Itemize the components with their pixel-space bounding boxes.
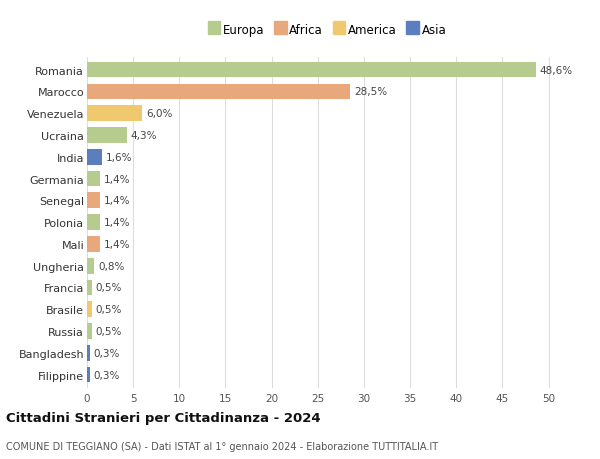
Text: 1,4%: 1,4% — [104, 196, 130, 206]
Bar — [87, 280, 92, 296]
Text: 0,5%: 0,5% — [95, 283, 122, 293]
Text: 6,0%: 6,0% — [146, 109, 172, 119]
Text: 0,3%: 0,3% — [94, 370, 120, 380]
Bar — [87, 193, 100, 209]
Text: 4,3%: 4,3% — [130, 131, 157, 140]
Bar — [87, 128, 127, 144]
Bar — [87, 62, 536, 78]
Text: 0,5%: 0,5% — [95, 305, 122, 314]
Legend: Europa, Africa, America, Asia: Europa, Africa, America, Asia — [204, 20, 450, 40]
Bar — [87, 84, 350, 100]
Bar — [87, 215, 100, 230]
Bar — [87, 367, 90, 383]
Bar — [87, 236, 100, 252]
Text: Cittadini Stranieri per Cittadinanza - 2024: Cittadini Stranieri per Cittadinanza - 2… — [6, 412, 320, 425]
Bar — [87, 302, 92, 318]
Bar — [87, 150, 102, 165]
Bar — [87, 345, 90, 361]
Text: 48,6%: 48,6% — [539, 66, 572, 75]
Text: 0,5%: 0,5% — [95, 326, 122, 336]
Text: 0,3%: 0,3% — [94, 348, 120, 358]
Bar — [87, 258, 94, 274]
Bar — [87, 171, 100, 187]
Bar — [87, 106, 142, 122]
Text: 1,4%: 1,4% — [104, 239, 130, 249]
Text: 28,5%: 28,5% — [354, 87, 387, 97]
Text: 0,8%: 0,8% — [98, 261, 124, 271]
Text: 1,4%: 1,4% — [104, 174, 130, 184]
Bar — [87, 324, 92, 339]
Text: 1,4%: 1,4% — [104, 218, 130, 228]
Text: COMUNE DI TEGGIANO (SA) - Dati ISTAT al 1° gennaio 2024 - Elaborazione TUTTITALI: COMUNE DI TEGGIANO (SA) - Dati ISTAT al … — [6, 441, 438, 451]
Text: 1,6%: 1,6% — [106, 152, 132, 162]
